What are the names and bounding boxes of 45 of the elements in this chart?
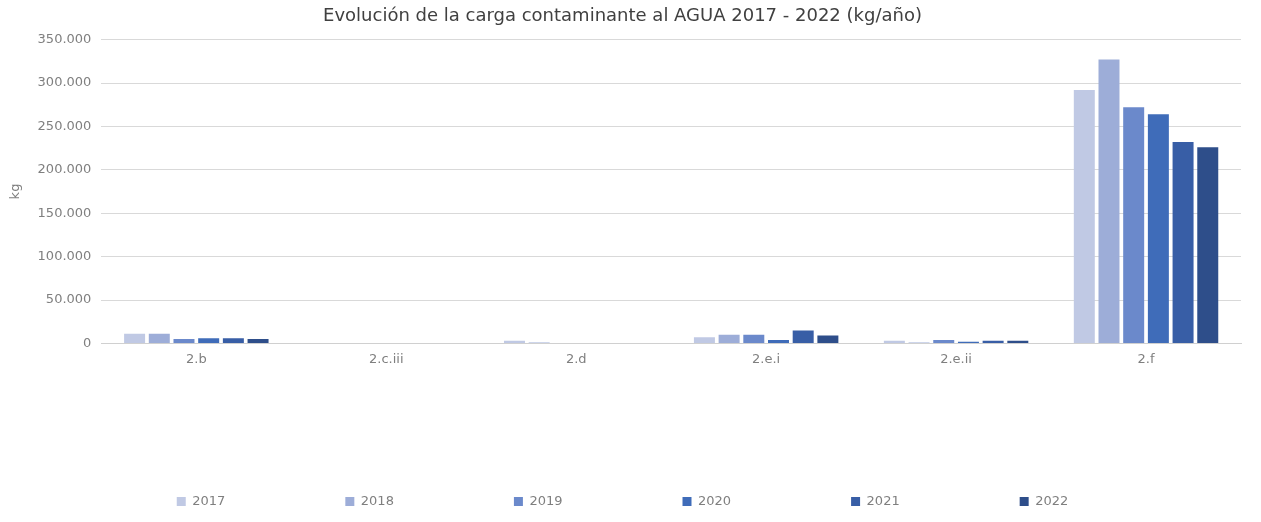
y-tick-label: 50.000 <box>45 291 92 307</box>
chart-title: Evolución de la carga contaminante al AGUA 2017 - 2022 (kg/año) <box>323 4 922 26</box>
legend-label: 2022 <box>1035 492 1069 508</box>
y-tick-label: 350.000 <box>37 30 92 46</box>
bar <box>693 337 715 343</box>
bar <box>1007 340 1029 343</box>
y-tick-label: 300.000 <box>37 74 92 90</box>
x-tick-label: 2.e.ii <box>940 350 972 366</box>
bar <box>1098 59 1120 343</box>
x-tick-label: 2.f <box>1137 350 1155 366</box>
legend-label: 2018 <box>360 492 394 508</box>
bar <box>982 340 1004 343</box>
bar <box>1073 89 1095 343</box>
bar <box>124 333 146 343</box>
bar <box>173 339 195 343</box>
x-tick-label: 2.b <box>186 350 207 366</box>
legend-label: 2020 <box>698 492 732 508</box>
bar <box>198 338 220 343</box>
bar <box>247 339 269 343</box>
y-tick-label: 0 <box>83 334 92 350</box>
legend-label: 2017 <box>192 492 226 508</box>
legend-label: 2021 <box>866 492 900 508</box>
x-tick-label: 2.c.iii <box>369 350 404 366</box>
bar <box>817 335 839 343</box>
bar <box>503 340 525 343</box>
y-tick-label: 200.000 <box>37 161 92 177</box>
bar <box>933 339 955 343</box>
y-tick-label: 100.000 <box>37 247 92 263</box>
x-tick-label: 2.d <box>565 350 587 366</box>
bar <box>1147 114 1169 343</box>
bar <box>743 334 765 343</box>
y-tick-label: 150.000 <box>37 204 92 220</box>
bar <box>222 338 244 343</box>
bar <box>148 333 170 343</box>
bar <box>1197 147 1219 343</box>
y-axis-title: kg <box>7 183 23 200</box>
legend-label: 2019 <box>529 492 563 508</box>
x-tick-label: 2.e.i <box>752 350 781 366</box>
bar <box>792 330 814 343</box>
bar <box>1172 142 1194 343</box>
bar <box>768 339 789 343</box>
y-tick-label: 250.000 <box>37 117 92 133</box>
bar <box>883 340 905 343</box>
bar <box>1123 107 1145 343</box>
bar <box>718 334 740 343</box>
